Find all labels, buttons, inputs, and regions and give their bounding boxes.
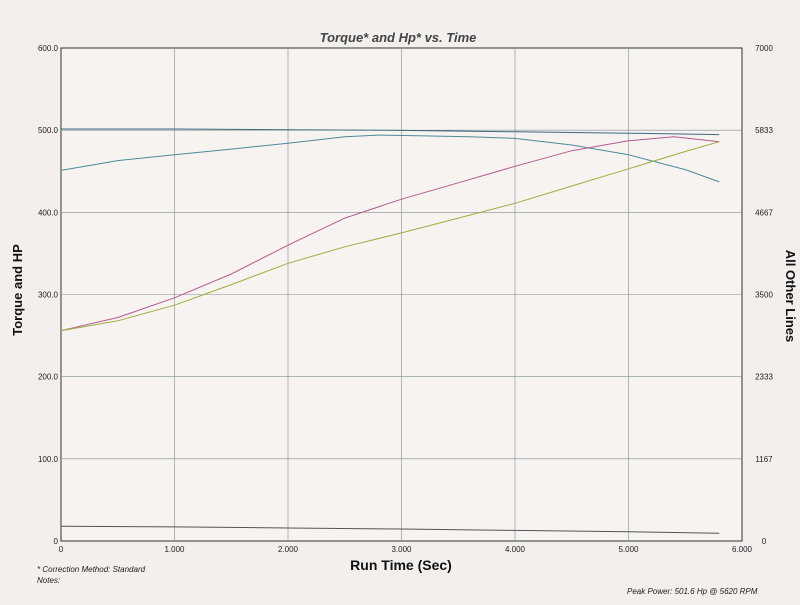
x-axis-label: Run Time (Sec) <box>350 557 452 573</box>
x-tick-label: 5.000 <box>618 545 639 554</box>
y-left-tick-label: 200.0 <box>38 373 59 382</box>
series-group <box>60 128 720 534</box>
y-left-tick-label: 100.0 <box>38 455 59 464</box>
y-right-tick-label: 3500 <box>755 291 773 300</box>
x-tick-label: 6.000 <box>732 545 753 554</box>
x-tick-label: 2.000 <box>278 545 299 554</box>
x-tick-label: 1.000 <box>164 545 185 554</box>
y-left-tick-label: 400.0 <box>38 208 59 217</box>
series-line-4 <box>61 128 720 136</box>
series-line-1 <box>60 134 720 183</box>
y-left-tick-label: 500.0 <box>38 126 59 135</box>
series-line-3 <box>60 141 720 332</box>
y-right-ticks: 0 1167 2333 3500 4667 5833 7000 <box>755 44 773 546</box>
y-right-tick-label: 2333 <box>755 373 773 382</box>
x-tick-label: 4.000 <box>505 545 526 554</box>
y-axis-label-left: Torque and HP <box>10 244 25 336</box>
y-right-tick-label: 4667 <box>755 208 773 217</box>
y-right-tick-label: 1167 <box>755 455 773 464</box>
y-left-tick-label: 300.0 <box>38 291 59 300</box>
notes-label: Notes: <box>37 576 60 585</box>
series-line-5 <box>60 525 720 534</box>
series-line-2 <box>60 136 720 332</box>
y-left-ticks: 0 100.0 200.0 300.0 400.0 500.0 600.0 <box>38 44 59 546</box>
x-tick-label: 3.000 <box>391 545 412 554</box>
y-left-tick-label: 600.0 <box>38 44 59 53</box>
y-left-tick-label: 0 <box>54 537 59 546</box>
correction-note: * Correction Method: Standard <box>37 565 146 574</box>
y-right-tick-label: 7000 <box>755 44 773 53</box>
y-right-tick-label: 0 <box>762 537 767 546</box>
y-axis-label-right: All Other Lines <box>783 250 798 342</box>
peak-power-note: Peak Power: 501.6 Hp @ 5620 RPM <box>627 587 758 596</box>
x-ticks: 0 1.000 2.000 3.000 4.000 5.000 6.000 <box>59 545 753 554</box>
chart-title: Torque* and Hp* vs. Time <box>320 30 477 45</box>
x-tick-label: 0 <box>59 545 64 554</box>
y-right-tick-label: 5833 <box>755 126 773 135</box>
